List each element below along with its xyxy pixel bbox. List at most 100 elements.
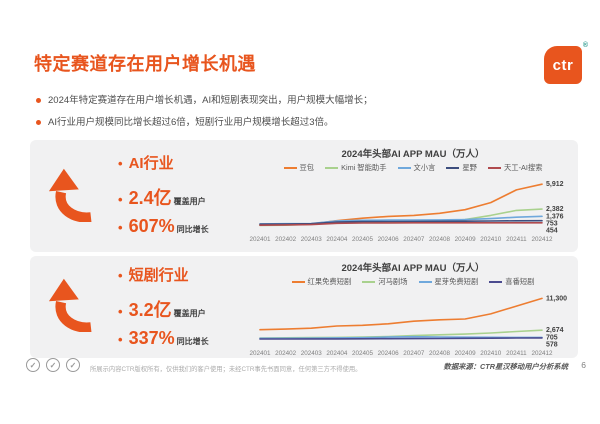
series-end-value: 2,674 — [546, 327, 564, 334]
x-tick-label: 202406 — [377, 350, 399, 357]
series-end-value: 578 — [546, 341, 558, 348]
x-tick-label: 202405 — [352, 236, 374, 243]
x-tick-label: 202402 — [275, 350, 297, 357]
x-tick-label: 202409 — [454, 236, 476, 243]
legend-swatch-icon — [325, 167, 339, 169]
chart-legend: 豆包 Kimi 智能助手 文小言 星野 天工-AI搜索 — [252, 163, 574, 173]
intro-bullet-1-text: 2024年特定赛道存在用户增长机遇，AI和短剧表现突出，用户规模大幅增长； — [48, 95, 373, 106]
growth-rate-row: • 337% 同比增长 — [118, 328, 209, 352]
bullet-dot-icon: • — [118, 268, 123, 283]
legend-item: 红果免费短剧 — [291, 277, 352, 287]
series-end-value: 5,912 — [546, 181, 564, 188]
x-tick-label: 202412 — [531, 350, 553, 357]
legend-label: 豆包 — [299, 163, 315, 172]
x-tick-label: 202411 — [506, 236, 527, 243]
certification-badge-icon: ✓ — [66, 358, 80, 372]
growth-rate-value: 607% — [128, 216, 175, 236]
legend-item: 喜番短剧 — [489, 277, 534, 287]
user-scale-row: • 2.4亿 覆盖用户 — [118, 184, 209, 208]
ai-industry-stats: • AI行业 • 2.4亿 覆盖用户 • 607% 同比增长 — [118, 152, 209, 248]
intro-bullet-2-text: AI行业用户规模同比增长超过6倍，短剧行业用户规模增长超过3倍。 — [48, 117, 334, 128]
legend-swatch-icon — [418, 281, 432, 283]
x-tick-label: 202409 — [454, 350, 476, 357]
chart-legend: 红果免费短剧 河马剧场 星芽免费短剧 喜番短剧 — [252, 277, 574, 287]
series-line — [259, 221, 543, 227]
certification-badge-icon: ✓ — [46, 358, 60, 372]
chart-title: 2024年头部AI APP MAU（万人） — [341, 263, 485, 274]
x-tick-label: 202410 — [480, 350, 502, 357]
industry-label: AI行业 — [128, 155, 174, 172]
chart-x-axis: 202401 202402 202403 202404 202405 202406 2024… — [249, 236, 574, 245]
legend-label: 喜番短剧 — [505, 277, 535, 286]
legend-label: 河马剧场 — [378, 277, 408, 286]
series-end-value: 454 — [546, 227, 558, 234]
x-tick-label: 202404 — [326, 350, 348, 357]
series-line — [259, 219, 543, 226]
copyright-notice: 所展示内容CTR版权所有，仅供我们的客户使用；未经CTR事先书面同意，任何第三方… — [90, 366, 362, 373]
intro-bullet-1: 2024年特定赛道存在用户增长机遇，AI和短剧表现突出，用户规模大幅增长； — [36, 94, 373, 107]
data-source-note: 数据来源：CTR星汉移动用户分析系统 — [443, 362, 568, 371]
chart-x-axis: 202401 202402 202403 202404 202405 202406 2024… — [249, 350, 574, 359]
legend-item: Kimi 智能助手 — [325, 163, 387, 173]
page-number: 6 — [581, 360, 586, 370]
legend-label: Kimi 智能助手 — [341, 163, 387, 172]
industry-label: 短剧行业 — [128, 267, 189, 284]
growth-up-arrow-icon — [48, 168, 92, 222]
ai-industry-card: • AI行业 • 2.4亿 覆盖用户 • 607% 同比增长 2024年头部AI… — [30, 140, 578, 252]
short-drama-industry-stats: • 短剧行业 • 3.2亿 覆盖用户 • 337% 同比增长 — [118, 264, 209, 360]
x-tick-label: 202402 — [275, 236, 297, 243]
bullet-dot-icon: • — [118, 220, 123, 235]
bullet-dot-icon: • — [118, 332, 123, 347]
legend-swatch-icon — [446, 167, 460, 169]
industry-name-row: • 短剧行业 — [118, 264, 209, 288]
legend-item: 星野 — [446, 163, 477, 173]
x-tick-label: 202407 — [403, 236, 425, 243]
short-drama-mau-line-chart: 2024年头部AI APP MAU（万人） 红果免费短剧 河马剧场 星芽免费短剧 喜番… — [249, 260, 574, 359]
series-line — [259, 297, 543, 331]
x-tick-label: 202403 — [300, 350, 322, 357]
x-tick-label: 202408 — [428, 350, 450, 357]
user-scale-row: • 3.2亿 覆盖用户 — [118, 296, 209, 320]
legend-swatch-icon — [283, 167, 297, 169]
chart-title: 2024年头部AI APP MAU（万人） — [341, 149, 485, 160]
x-tick-label: 202404 — [326, 236, 348, 243]
x-tick-label: 202410 — [480, 236, 502, 243]
x-tick-label: 202406 — [377, 236, 399, 243]
legend-item: 河马剧场 — [362, 277, 408, 287]
legend-label: 天工-AI搜索 — [503, 163, 543, 172]
user-scale-value: 2.4亿 — [128, 188, 172, 208]
legend-item: 天工-AI搜索 — [487, 163, 543, 173]
industry-name-row: • AI行业 — [118, 152, 209, 176]
legend-item: 豆包 — [283, 163, 315, 173]
legend-swatch-icon — [489, 281, 503, 283]
series-end-value: 11,300 — [546, 295, 567, 302]
growth-rate-value: 337% — [128, 328, 175, 348]
page-title: 特定赛道存在用户增长机遇 — [34, 54, 256, 74]
growth-up-arrow-icon — [48, 278, 92, 332]
x-tick-label: 202401 — [249, 350, 271, 357]
legend-item: 星芽免费短剧 — [418, 277, 478, 287]
legend-item: 文小言 — [397, 163, 436, 173]
user-scale-value: 3.2亿 — [128, 300, 172, 320]
x-tick-label: 202405 — [352, 350, 374, 357]
legend-swatch-icon — [397, 167, 411, 169]
series-end-value: 705 — [546, 334, 558, 341]
ai-mau-line-chart: 2024年头部AI APP MAU（万人） 豆包 Kimi 智能助手 文小言 星野 天工… — [249, 146, 574, 245]
ctr-logo: ctr ® — [544, 42, 588, 84]
legend-label: 星野 — [462, 163, 477, 172]
legend-label: 红果免费短剧 — [307, 277, 352, 286]
x-tick-label: 202408 — [428, 236, 450, 243]
legend-swatch-icon — [487, 167, 501, 169]
registered-mark-icon: ® — [582, 42, 588, 49]
series-end-value: 1,376 — [546, 213, 564, 220]
series-line — [259, 337, 543, 340]
legend-swatch-icon — [291, 281, 305, 283]
intro-bullet-2: AI行业用户规模同比增长超过6倍，短剧行业用户规模增长超过3倍。 — [36, 116, 373, 129]
growth-rate-label: 同比增长 — [176, 225, 209, 234]
user-scale-label: 覆盖用户 — [173, 309, 206, 318]
legend-label: 文小言 — [413, 163, 436, 172]
x-tick-label: 202412 — [531, 236, 553, 243]
bullet-dot-icon — [36, 120, 41, 125]
legend-swatch-icon — [362, 281, 376, 283]
